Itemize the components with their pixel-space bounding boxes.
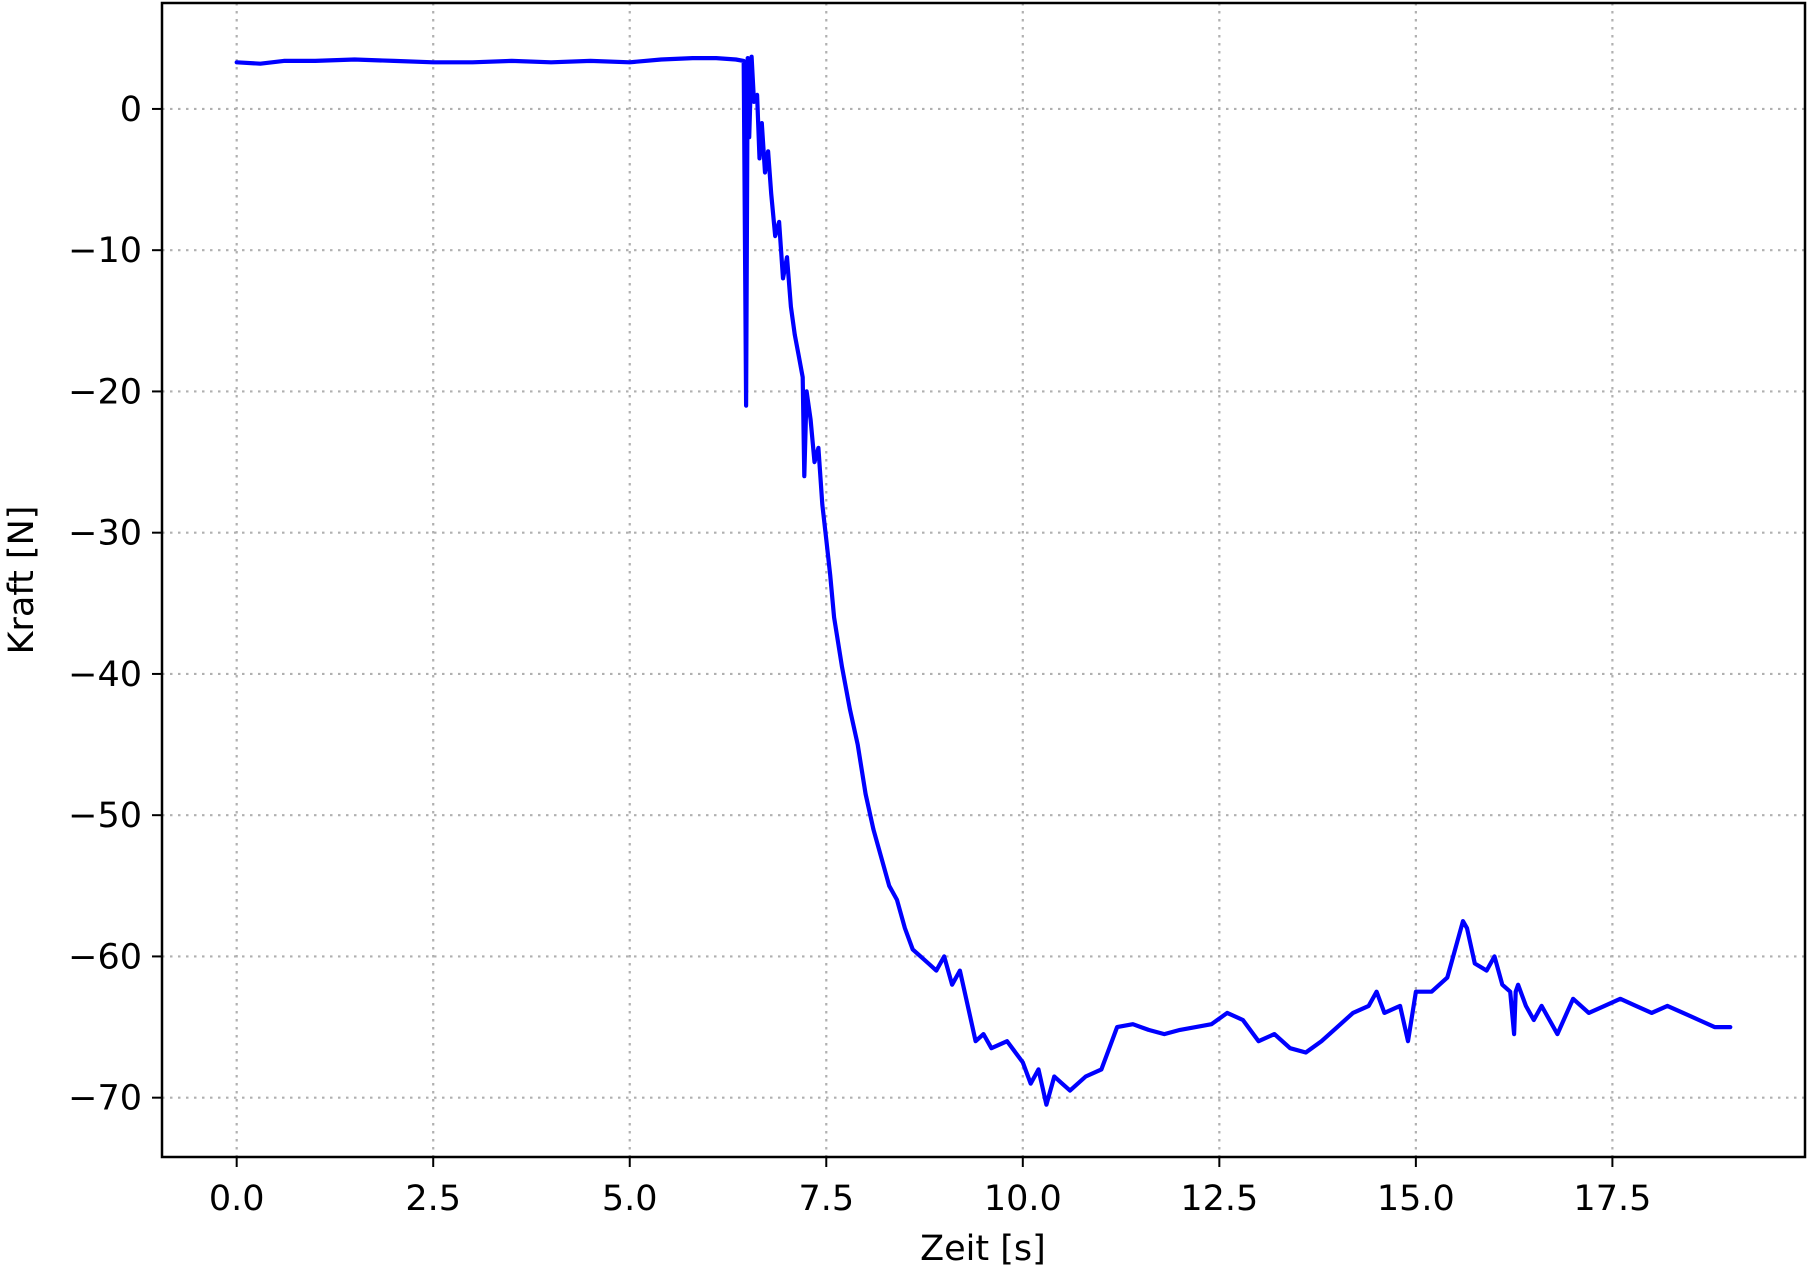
series-layer (234, 54, 1733, 1107)
x-tick-label: 7.5 (798, 1179, 854, 1219)
data-series-line (234, 54, 1733, 1107)
y-tick-label: −10 (68, 231, 142, 271)
y-tick-label: −40 (68, 655, 142, 695)
y-tick-label: −70 (68, 1079, 142, 1119)
plot-frame (160, 1, 1807, 1159)
x-tick-label: 2.5 (405, 1179, 461, 1219)
y-tick-label: −30 (68, 514, 142, 554)
x-axis: 0.0 2.5 5.0 7.5 10.0 12.5 15.0 17.5 (209, 1157, 1651, 1219)
y-tick-label: −60 (68, 937, 142, 977)
x-tick-label: 12.5 (1180, 1179, 1258, 1219)
x-tick-label: 15.0 (1377, 1179, 1455, 1219)
x-tick-label: 17.5 (1573, 1179, 1651, 1219)
y-tick-label: 0 (120, 90, 142, 130)
y-tick-label: −20 (68, 372, 142, 412)
x-tick-label: 5.0 (602, 1179, 658, 1219)
y-axis: 0 −10 −20 −30 −40 −50 −60 −70 (68, 90, 162, 1119)
x-tick-label: 10.0 (984, 1179, 1062, 1219)
y-axis-label: Kraft [N] (2, 506, 42, 655)
grid (162, 3, 1805, 1157)
y-tick-label: −50 (68, 796, 142, 836)
x-axis-label: Zeit [s] (920, 1229, 1046, 1269)
x-tick-label: 0.0 (209, 1179, 265, 1219)
